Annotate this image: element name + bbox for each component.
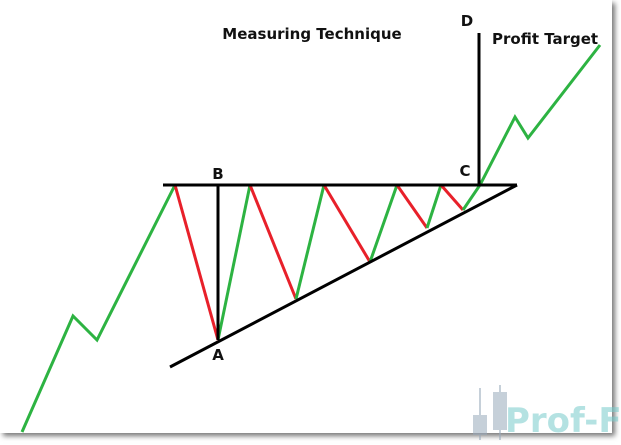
watermark-text: Prof-FX xyxy=(505,401,621,441)
point-d-label: D xyxy=(461,12,473,30)
point-a-label: A xyxy=(212,346,224,364)
diagram-frame xyxy=(0,0,612,433)
support-trendline xyxy=(169,183,518,369)
triangle-swings xyxy=(173,184,465,341)
diagram-title: Measuring Technique xyxy=(222,25,401,43)
watermark-logo: Prof-FX xyxy=(473,385,621,441)
point-b-label: B xyxy=(212,165,223,183)
profit-target-label: Profit Target xyxy=(492,30,598,48)
price-breakout xyxy=(461,44,602,211)
point-c-label: C xyxy=(459,162,470,180)
price-path-up xyxy=(20,184,177,433)
